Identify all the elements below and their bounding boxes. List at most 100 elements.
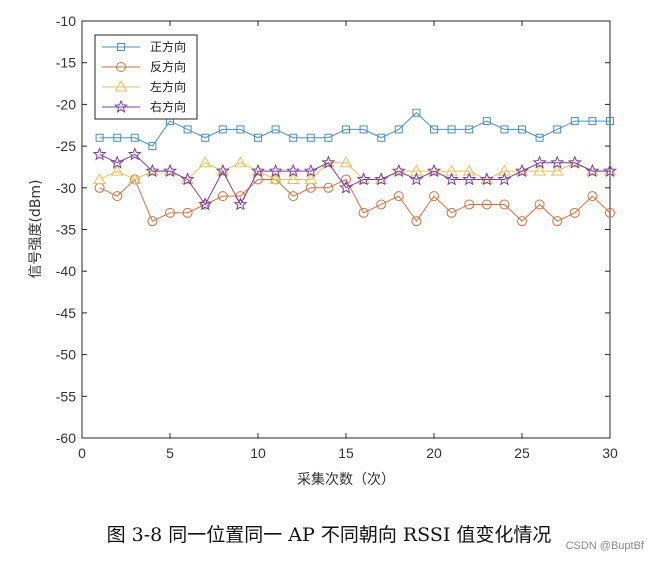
data-point <box>499 199 510 210</box>
data-point <box>127 147 142 161</box>
legend-marker <box>116 62 126 72</box>
data-point <box>447 125 456 134</box>
x-tick-label: 20 <box>426 445 442 461</box>
data-point <box>552 216 563 227</box>
data-point <box>128 172 142 184</box>
data-point <box>412 108 421 117</box>
data-point <box>251 164 265 176</box>
data-point <box>182 207 193 218</box>
data-point <box>462 172 477 186</box>
data-point <box>198 156 212 168</box>
x-tick-label: 5 <box>166 445 174 461</box>
y-tick-label: -10 <box>56 13 76 29</box>
data-point <box>113 133 122 142</box>
data-point <box>482 117 491 126</box>
data-point <box>481 199 492 210</box>
data-point <box>374 172 389 186</box>
series-line <box>99 112 610 147</box>
data-point <box>233 197 248 211</box>
legend-marker <box>117 43 125 51</box>
data-point <box>569 207 580 218</box>
data-point <box>426 163 442 178</box>
data-point <box>480 172 494 184</box>
data-point <box>148 142 157 151</box>
data-point <box>216 164 230 176</box>
data-point <box>165 207 175 218</box>
data-point <box>250 163 266 178</box>
data-point <box>145 163 160 178</box>
data-point <box>322 156 335 168</box>
y-tick-label: -50 <box>56 347 76 363</box>
data-point <box>514 163 530 178</box>
data-point <box>479 172 494 186</box>
legend-box <box>94 34 198 120</box>
data-point <box>236 125 245 134</box>
data-point <box>429 191 439 202</box>
series-2 <box>94 174 615 227</box>
data-point <box>198 197 213 211</box>
data-point <box>427 164 441 176</box>
data-point <box>550 155 565 169</box>
figure-caption: 图 3-8 同一位置同一 AP 不同朝向 RSSI 值变化情况 <box>106 524 552 546</box>
data-point <box>357 172 370 184</box>
data-point <box>215 163 230 178</box>
data-point <box>146 164 159 176</box>
legend-label: 右方向 <box>150 99 186 114</box>
data-point <box>498 164 511 176</box>
data-point <box>497 172 512 186</box>
data-point <box>462 164 476 176</box>
legend-label: 反方向 <box>150 59 186 74</box>
data-point <box>602 163 618 178</box>
data-point <box>183 125 192 134</box>
series-4 <box>92 147 618 211</box>
data-point <box>445 164 458 176</box>
data-point <box>304 172 318 184</box>
data-point <box>393 191 404 202</box>
data-point <box>392 164 406 176</box>
series-group <box>92 108 618 227</box>
data-point <box>286 172 300 184</box>
data-point <box>605 207 615 218</box>
series-line <box>99 178 611 223</box>
data-point <box>606 117 614 126</box>
y-axis: -10 -15 -20 -25 -30 -35 -40 -45 -50 -55 -60 <box>56 13 610 446</box>
legend-label: 左方向 <box>150 79 186 94</box>
data-point <box>550 164 564 176</box>
data-point <box>517 216 527 227</box>
data-point <box>200 199 211 210</box>
data-point <box>323 182 334 193</box>
data-point <box>535 133 544 142</box>
x-tick-label: 10 <box>250 445 266 461</box>
data-point <box>377 133 386 142</box>
legend-marker <box>113 99 129 113</box>
chart: -10 -15 -20 -25 -30 -35 -40 -45 -50 -55 -60 0 5 10 15… <box>28 13 618 488</box>
data-point <box>288 191 299 202</box>
data-point <box>585 163 600 178</box>
data-point <box>303 163 318 178</box>
series-line <box>99 153 610 206</box>
legend-label: 正方向 <box>150 39 186 54</box>
series-1 <box>95 108 614 151</box>
data-point <box>268 163 283 178</box>
y-tick-label: -20 <box>56 96 76 112</box>
data-point <box>532 155 547 169</box>
data-point <box>518 125 526 134</box>
data-point <box>286 163 301 178</box>
x-tick-label: 25 <box>514 445 530 461</box>
data-point <box>180 172 195 186</box>
data-point <box>394 125 403 134</box>
data-point <box>553 125 562 134</box>
data-point <box>356 172 371 186</box>
data-point <box>391 163 406 178</box>
data-point <box>444 172 459 186</box>
y-axis-label: 信号强度(dBm) <box>28 179 44 278</box>
data-point <box>430 125 438 134</box>
data-point <box>201 133 210 142</box>
data-point <box>464 199 475 210</box>
data-point <box>376 199 387 210</box>
data-point <box>92 147 107 161</box>
data-point <box>254 133 262 142</box>
data-point <box>321 155 336 169</box>
data-point <box>570 117 579 126</box>
data-point <box>341 174 351 185</box>
